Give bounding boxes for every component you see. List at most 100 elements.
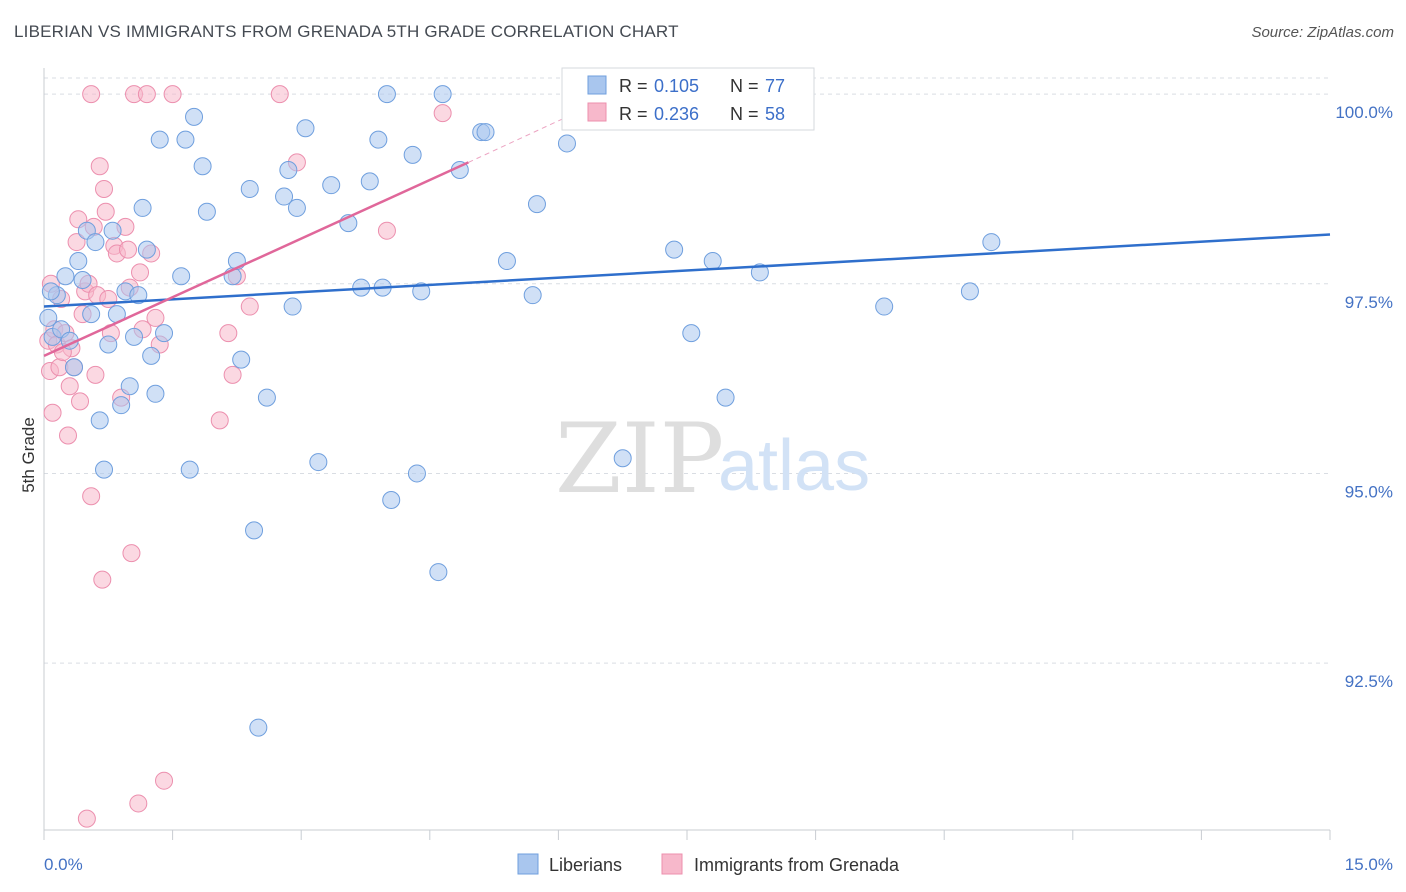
y-tick-labels: 92.5% 95.0% 97.5% 100.0% [1335,103,1393,691]
liberians-point [137,240,156,259]
legend-r-value-liberians: 0.105 [654,76,699,96]
liberians-point [960,282,979,301]
y-tick-label: 97.5% [1345,293,1393,312]
liberians-point [185,107,204,126]
liberians-point [65,358,84,377]
liberians-point [433,85,452,104]
liberians-point [249,718,268,737]
liberians-point [133,198,152,217]
liberians-point [476,123,495,142]
liberians-point [750,263,769,282]
liberians-point [39,308,58,327]
liberians-point [197,202,216,221]
liberians-point [155,324,174,343]
grenada-point [137,85,156,104]
liberians-point [193,157,212,176]
liberians-point [523,286,542,305]
liberians-point [129,286,148,305]
liberians-point [322,176,341,195]
series-liberians-points [39,85,1001,737]
legend-n-value-liberians: 77 [765,76,785,96]
x-tick-labels: 0.0% 15.0% [44,855,1393,874]
legend: R = 0.105 N = 77 R = 0.236 N = 58 [561,67,815,131]
liberians-point [95,460,114,479]
watermark-zip: ZIP [555,403,724,515]
legend-n-label: N = [730,76,759,96]
bottom-legend: Liberians Immigrants from Grenada [517,853,900,875]
bottom-legend-liberians: Liberians [549,855,622,875]
liberians-point [283,297,302,316]
grenada-point [99,289,118,308]
liberians-point [613,449,632,468]
liberians-point [377,85,396,104]
grenada-point [163,85,182,104]
liberians-point [90,411,109,430]
liberians-point [382,491,401,509]
liberians-point [716,388,735,407]
legend-n-value-grenada: 58 [765,104,785,124]
liberians-point [73,271,92,289]
liberians-point [557,134,576,153]
liberians-point [103,221,122,240]
liberians-point [125,327,144,346]
liberians-point [497,252,516,271]
grenada-point [155,771,174,790]
liberians-point [309,453,328,472]
grenada-point [77,809,96,828]
grenada-point [71,392,90,411]
grenada-point [210,411,229,430]
liberians-point [665,240,684,259]
y-tick-label: 95.0% [1345,482,1393,501]
bottom-legend-grenada: Immigrants from Grenada [694,855,900,875]
grenada-point [129,794,148,813]
grenada-point [86,365,105,384]
liberians-point [176,130,195,149]
legend-swatch-liberians [587,75,607,95]
grenada-point [146,308,165,327]
liberians-point [112,396,131,415]
liberians-point [172,267,191,286]
grenada-point [82,85,101,104]
liberians-point [245,521,264,540]
liberians-point [412,282,431,301]
grenada-point [131,263,150,282]
bottom-legend-swatch-grenada [661,853,683,875]
liberians-point [982,233,1001,252]
liberians-point [180,460,199,479]
trend-lines [43,116,1331,357]
liberians-point [369,130,388,149]
liberians-point [240,179,259,198]
liberians-trend-line [43,233,1331,308]
legend-r-value-grenada: 0.236 [654,104,699,124]
legend-swatch-grenada [587,102,607,122]
liberians-point [527,195,546,214]
grenada-point [82,487,101,506]
liberians-point [56,267,75,286]
grenada-point [95,179,114,198]
liberians-point [682,324,701,343]
grenada-trend-line [43,161,469,357]
liberians-point [99,335,118,354]
liberians-point [146,384,165,403]
liberians-point [82,305,101,324]
x-tick-label: 0.0% [44,855,83,874]
watermark-atlas: atlas [718,426,870,506]
x-tick-label: 15.0% [1345,855,1393,874]
grenada-point [119,240,138,259]
grenada-point [90,157,109,176]
grenada-point [122,544,141,563]
grenada-trend-extension [468,116,568,163]
grenada-point [433,104,452,123]
liberians-point [257,388,276,407]
liberians-point [232,350,251,369]
grenada-point [96,202,115,221]
axes [43,68,1331,840]
liberians-point [360,172,379,191]
grenada-point [60,377,79,396]
grenada-point [43,403,62,422]
source-credit: Source: ZipAtlas.com [1251,24,1394,41]
legend-r-label: R = [619,76,648,96]
liberians-point [69,252,88,271]
liberians-point [150,130,169,149]
